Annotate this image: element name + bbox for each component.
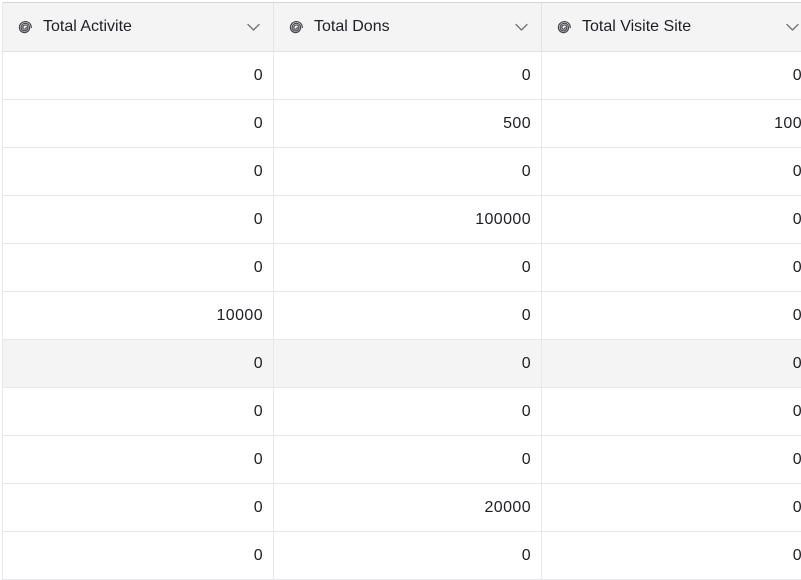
- column-header-total-dons[interactable]: Total Dons: [274, 3, 542, 51]
- cell-total-visite-site[interactable]: 0: [542, 244, 801, 292]
- table-row: 0 0 0: [3, 244, 801, 292]
- cell-total-dons[interactable]: 100000: [274, 196, 542, 244]
- cell-total-visite-site[interactable]: 0: [542, 292, 801, 340]
- cell-total-activite[interactable]: 0: [3, 244, 274, 292]
- column-header-total-activite[interactable]: Total Activite: [3, 3, 274, 51]
- column-header-total-visite-site[interactable]: Total Visite Site: [542, 3, 801, 51]
- cell-total-activite[interactable]: 0: [3, 484, 274, 532]
- column-header-label: Total Activite: [43, 19, 132, 35]
- cell-total-activite[interactable]: 10000: [3, 292, 274, 340]
- cell-total-activite[interactable]: 0: [3, 388, 274, 436]
- table-row: 0 0 0: [3, 532, 801, 580]
- cell-total-activite[interactable]: 0: [3, 100, 274, 148]
- cell-total-visite-site[interactable]: 100: [542, 100, 801, 148]
- table-row: 0 100000 0: [3, 196, 801, 244]
- table-row: 0 500 100: [3, 100, 801, 148]
- cell-total-dons[interactable]: 0: [274, 340, 542, 388]
- column-header-label: Total Dons: [314, 19, 390, 35]
- cell-total-visite-site[interactable]: 0: [542, 340, 801, 388]
- chevron-down-icon[interactable]: [246, 23, 261, 32]
- table-row: 10000 0 0: [3, 292, 801, 340]
- cell-total-activite[interactable]: 0: [3, 436, 274, 484]
- cell-total-dons[interactable]: 0: [274, 148, 542, 196]
- cell-total-visite-site[interactable]: 0: [542, 532, 801, 580]
- table-row: 0 0 0: [3, 148, 801, 196]
- cell-total-activite[interactable]: 0: [3, 532, 274, 580]
- chevron-down-icon[interactable]: [514, 23, 529, 32]
- cell-total-activite[interactable]: 0: [3, 340, 274, 388]
- header-row: Total Activite Total Dons: [3, 2, 801, 52]
- cell-total-activite[interactable]: 0: [3, 52, 274, 100]
- cell-total-visite-site[interactable]: 0: [542, 436, 801, 484]
- cell-total-dons[interactable]: 0: [274, 388, 542, 436]
- table-row: 0 20000 0: [3, 484, 801, 532]
- cell-total-dons[interactable]: 0: [274, 52, 542, 100]
- cell-total-dons[interactable]: 0: [274, 532, 542, 580]
- cell-total-dons[interactable]: 0: [274, 244, 542, 292]
- cell-total-dons[interactable]: 0: [274, 292, 542, 340]
- cell-total-dons[interactable]: 20000: [274, 484, 542, 532]
- rollup-field-icon: [555, 19, 572, 36]
- cell-total-visite-site[interactable]: 0: [542, 484, 801, 532]
- cell-total-dons[interactable]: 0: [274, 436, 542, 484]
- chevron-down-icon[interactable]: [785, 23, 800, 32]
- rollup-field-icon: [287, 19, 304, 36]
- table-row: 0 0 0: [3, 436, 801, 484]
- cell-total-visite-site[interactable]: 0: [542, 148, 801, 196]
- cell-total-dons[interactable]: 500: [274, 100, 542, 148]
- table-row: 0 0 0: [3, 340, 801, 388]
- table-row: 0 0 0: [3, 52, 801, 100]
- cell-total-visite-site[interactable]: 0: [542, 52, 801, 100]
- cell-total-visite-site[interactable]: 0: [542, 196, 801, 244]
- column-header-label: Total Visite Site: [582, 19, 692, 35]
- cell-total-visite-site[interactable]: 0: [542, 388, 801, 436]
- cell-total-activite[interactable]: 0: [3, 148, 274, 196]
- cell-total-activite[interactable]: 0: [3, 196, 274, 244]
- rollup-field-icon: [16, 19, 33, 36]
- table-row: 0 0 0: [3, 388, 801, 436]
